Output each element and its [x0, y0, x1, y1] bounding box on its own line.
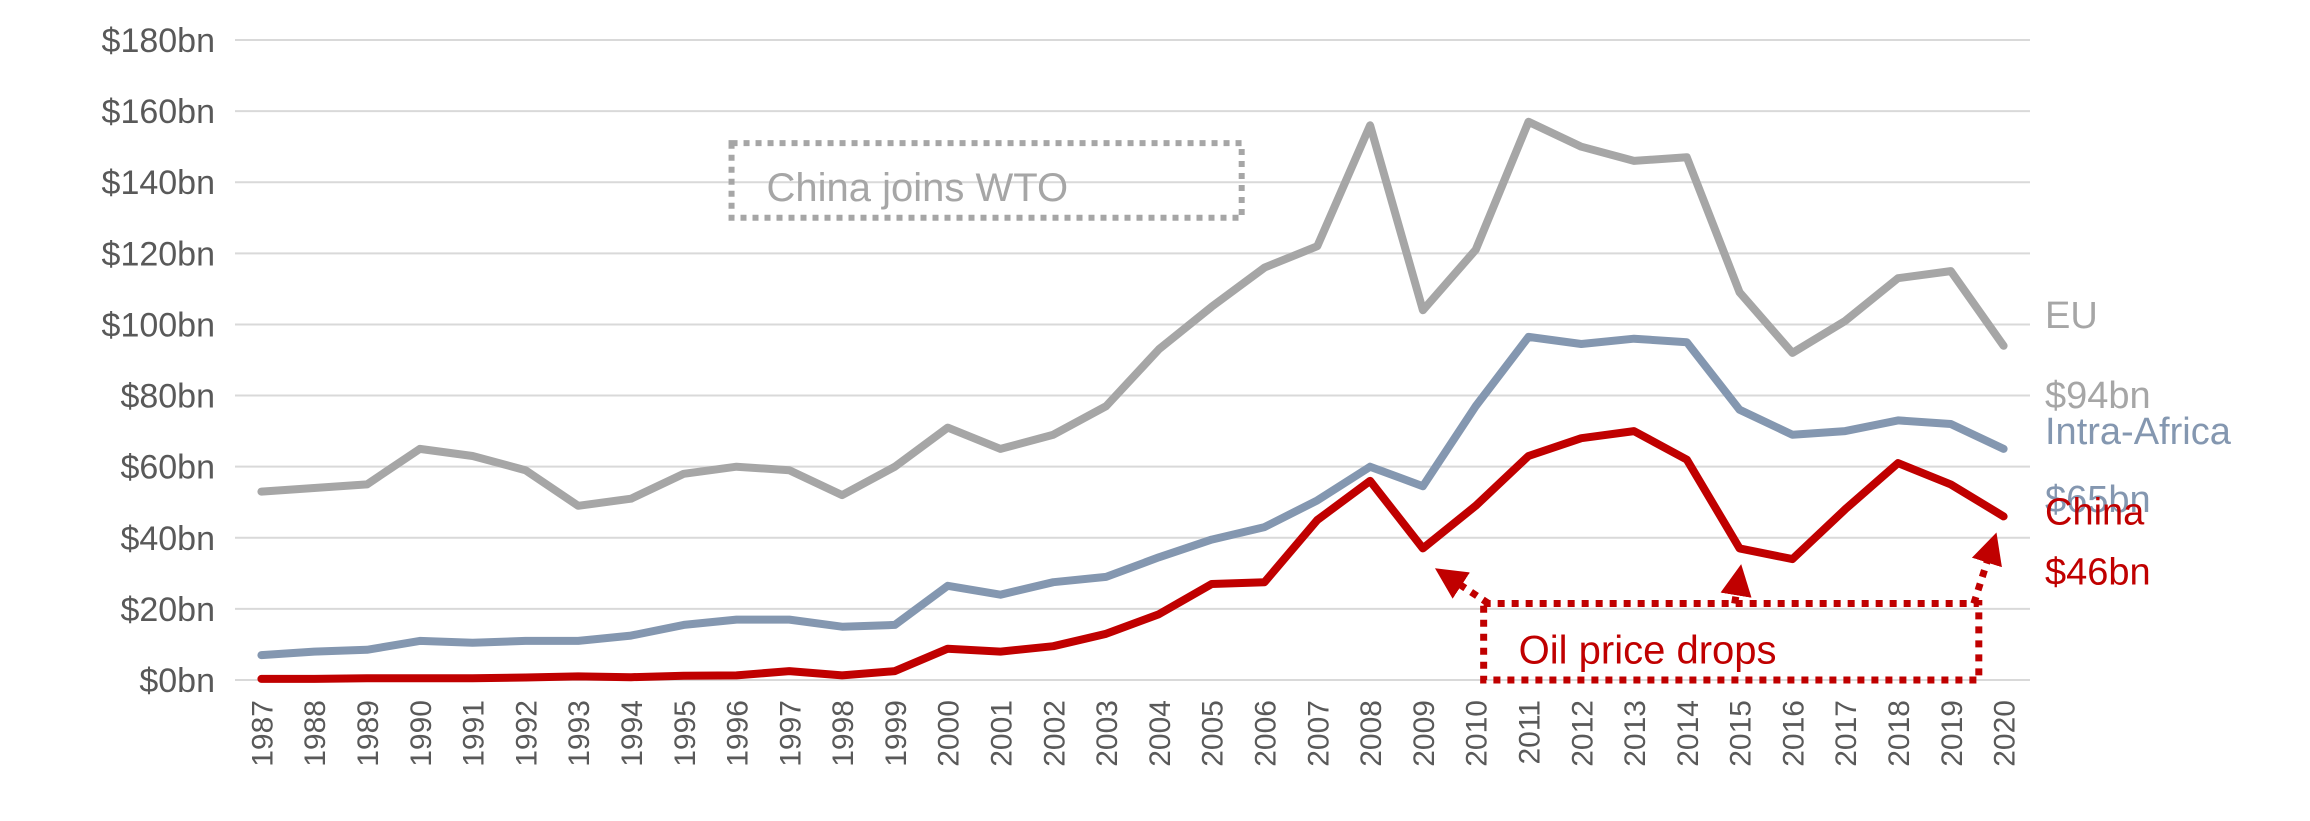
y-tick-label: $180bn: [102, 22, 215, 60]
end-label-value-china: $46bn: [2045, 551, 2151, 593]
y-tick-label: $0bn: [139, 662, 215, 700]
x-tick-label: 2020: [1989, 700, 2022, 767]
y-tick-label: $160bn: [102, 93, 215, 131]
x-tick-label: 1987: [246, 700, 279, 767]
series-lines: [257, 117, 2008, 683]
x-tick-label: 1998: [827, 700, 860, 767]
y-tick-label: $40bn: [120, 520, 215, 558]
x-tick-label: 2011: [1513, 700, 1546, 765]
x-tick-label: 2019: [1936, 700, 1969, 767]
wto-annotation: China joins WTO: [728, 140, 1245, 221]
x-tick-label: 2016: [1777, 700, 1810, 767]
x-tick-label: 2009: [1408, 700, 1441, 767]
x-tick-label: 1988: [299, 700, 332, 767]
x-tick-label: 2014: [1672, 700, 1705, 767]
x-tick-label: 2004: [1144, 700, 1177, 767]
oil-price-annotation-box: [1480, 600, 1983, 684]
x-tick-label: 2018: [1883, 700, 1916, 767]
series-line-china: [257, 427, 2008, 683]
series-line-intra-africa: [257, 332, 2008, 660]
x-tick-label: 2003: [1091, 700, 1124, 767]
oil-price-annotation-text: Oil price drops: [1519, 629, 1777, 673]
end-label-name-china: China: [2045, 491, 2145, 533]
x-tick-label: 1990: [405, 700, 438, 767]
wto-annotation-text: China joins WTO: [767, 166, 1069, 210]
x-axis-tick-labels: 1987 1988 1989 1990 1991 1992 1993 1994 1995 1996…: [246, 700, 2021, 767]
x-tick-label: 1996: [722, 700, 755, 767]
oil-price-arrows: [1434, 532, 2002, 607]
x-tick-label: 2005: [1197, 700, 1230, 767]
oil-price-arrow: [1970, 532, 2002, 605]
x-tick-label: 1999: [880, 700, 913, 767]
y-tick-label: $80bn: [120, 378, 215, 416]
x-tick-label: 2010: [1461, 700, 1494, 767]
x-tick-label: 2017: [1830, 700, 1863, 767]
y-tick-label: $60bn: [120, 449, 215, 487]
oil-price-arrow: [1434, 568, 1491, 607]
x-tick-label: 1991: [458, 700, 491, 767]
x-tick-label: 2000: [933, 700, 966, 767]
x-tick-label: 1993: [563, 700, 596, 767]
y-tick-label: $120bn: [102, 235, 215, 273]
x-tick-label: 2008: [1355, 700, 1388, 767]
x-tick-label: 2013: [1619, 700, 1652, 767]
gridlines: [235, 39, 2030, 681]
oil-price-arrow: [1720, 564, 1752, 605]
x-tick-label: 2012: [1566, 700, 1599, 767]
x-tick-label: 2001: [986, 700, 1019, 767]
y-tick-label: $140bn: [102, 164, 215, 202]
x-tick-label: 2007: [1302, 700, 1335, 767]
end-label-value-intra-africa: $65bn: [2045, 479, 2151, 521]
x-tick-label: 2015: [1725, 700, 1758, 767]
x-tick-label: 1989: [352, 700, 385, 767]
end-label-name-eu: EU: [2045, 295, 2098, 337]
x-tick-label: 2002: [1038, 700, 1071, 767]
y-tick-label: $20bn: [120, 591, 215, 629]
series-line-eu: [257, 117, 2008, 510]
x-tick-label: 1994: [616, 700, 649, 767]
oil-price-annotation: Oil price drops: [1434, 532, 2002, 684]
x-tick-label: 1995: [669, 700, 702, 767]
y-axis-tick-labels: $0bn $20bn $40bn $60bn $80bn $100bn $120bn $140…: [102, 22, 215, 700]
x-tick-label: 1992: [510, 700, 543, 767]
end-label-value-eu: $94bn: [2045, 375, 2151, 417]
wto-annotation-box: [728, 140, 1245, 221]
end-label-name-intra-africa: Intra-Africa: [2045, 411, 2232, 453]
x-tick-label: 1997: [774, 700, 807, 767]
y-tick-label: $100bn: [102, 306, 215, 344]
x-tick-label: 2006: [1249, 700, 1282, 767]
